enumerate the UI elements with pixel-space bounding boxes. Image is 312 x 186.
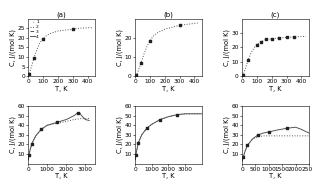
Title: (a): (a): [57, 12, 66, 18]
Point: [241, 73, 246, 76]
Point: [177, 24, 182, 27]
Point: [158, 118, 163, 121]
Point: [284, 36, 289, 39]
Point: [266, 131, 271, 134]
Y-axis label: C, J/(mol K): C, J/(mol K): [116, 116, 123, 153]
Point: [277, 36, 282, 39]
Point: [147, 39, 152, 42]
Point: [254, 43, 259, 46]
Point: [144, 127, 149, 130]
Point: [39, 128, 44, 131]
X-axis label: T, K: T, K: [55, 86, 68, 92]
Point: [241, 155, 246, 158]
Y-axis label: C, J/(mol K): C, J/(mol K): [116, 29, 123, 66]
Point: [134, 74, 139, 77]
Point: [269, 37, 274, 40]
Legend: 1, 2, 3, 4: 1, 2, 3, 4: [29, 20, 39, 39]
Point: [245, 144, 250, 147]
X-axis label: T, K: T, K: [269, 86, 282, 92]
Point: [41, 37, 46, 40]
Y-axis label: C, J/(mol K): C, J/(mol K): [9, 116, 16, 153]
X-axis label: T, K: T, K: [162, 86, 175, 92]
Point: [54, 121, 59, 124]
Point: [32, 57, 37, 60]
Point: [246, 59, 251, 62]
Point: [27, 73, 32, 76]
Point: [75, 111, 80, 114]
X-axis label: T, K: T, K: [162, 173, 175, 179]
Point: [136, 141, 141, 144]
Point: [139, 61, 144, 64]
Y-axis label: C, J/(mol K): C, J/(mol K): [9, 29, 16, 66]
X-axis label: T, K: T, K: [55, 173, 68, 179]
Point: [291, 35, 296, 38]
Y-axis label: C, J/(mol K): C, J/(mol K): [223, 29, 230, 66]
X-axis label: T, K: T, K: [269, 173, 282, 179]
Title: (b): (b): [163, 12, 173, 18]
Point: [285, 127, 290, 130]
Point: [256, 133, 261, 136]
Title: (c): (c): [271, 12, 280, 18]
Y-axis label: C, J/(mol K): C, J/(mol K): [223, 116, 230, 153]
Point: [134, 154, 139, 157]
Point: [27, 154, 32, 157]
Point: [263, 38, 268, 41]
Point: [29, 142, 34, 145]
Point: [259, 40, 264, 43]
Point: [174, 113, 179, 116]
Point: [70, 28, 75, 31]
